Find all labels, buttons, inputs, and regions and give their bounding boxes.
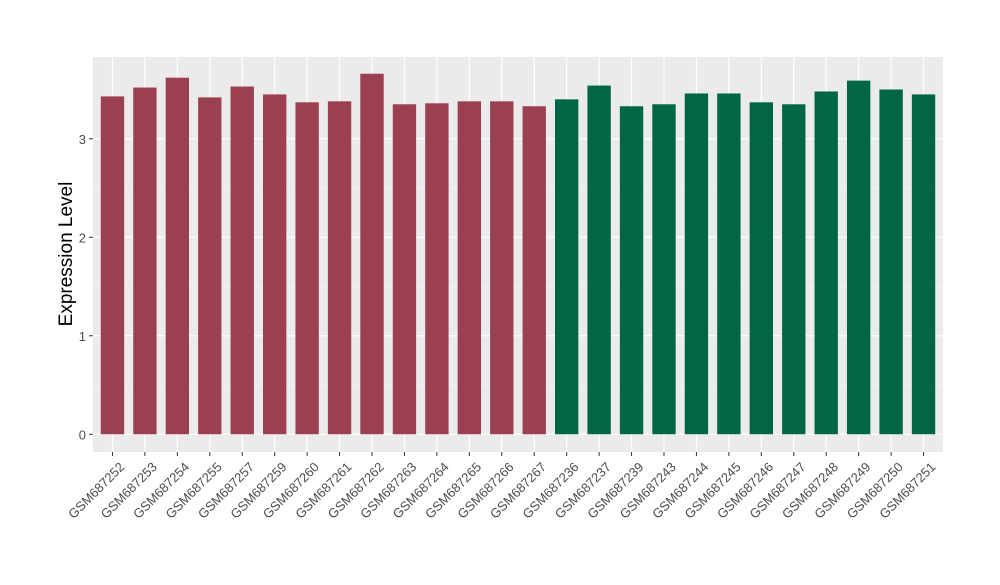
bars xyxy=(100,73,936,435)
bar-GSM687255 xyxy=(198,97,222,435)
bar-GSM687245 xyxy=(717,93,741,435)
bar-GSM687249 xyxy=(846,80,871,435)
bar-GSM687265 xyxy=(457,101,482,435)
bar-GSM687243 xyxy=(652,104,676,435)
bar-GSM687253 xyxy=(133,87,157,435)
bar-GSM687250 xyxy=(879,89,903,435)
bar-GSM687244 xyxy=(684,93,709,435)
bar-GSM687264 xyxy=(425,103,449,435)
bar-GSM687263 xyxy=(392,104,417,435)
bar-GSM687266 xyxy=(490,101,514,435)
bar-GSM687247 xyxy=(782,104,806,435)
bar-GSM687260 xyxy=(295,102,319,435)
bar-GSM687262 xyxy=(360,73,384,435)
bar-GSM687259 xyxy=(263,94,287,435)
bar-GSM687267 xyxy=(522,106,546,435)
bar-GSM687254 xyxy=(165,77,190,435)
bar-GSM687239 xyxy=(619,106,644,435)
y-tick-label: 0 xyxy=(79,427,86,442)
y-axis-label: Expression Level xyxy=(56,182,77,327)
bar-GSM687237 xyxy=(587,85,611,435)
bar-GSM687251 xyxy=(911,94,936,435)
bar-GSM687257 xyxy=(230,86,254,435)
bar-GSM687248 xyxy=(814,91,838,435)
bar-GSM687246 xyxy=(749,102,773,435)
x-axis: GSM687252GSM687253GSM687254GSM687255GSM6… xyxy=(65,452,938,522)
bar-GSM687261 xyxy=(327,101,352,435)
y-tick-label: 1 xyxy=(79,329,86,344)
y-tick-label: 2 xyxy=(79,230,86,245)
y-axis: 0 1 2 3 xyxy=(79,132,93,442)
bar-GSM687236 xyxy=(554,99,579,435)
y-tick-label: 3 xyxy=(79,132,86,147)
bar-GSM687252 xyxy=(100,96,125,435)
